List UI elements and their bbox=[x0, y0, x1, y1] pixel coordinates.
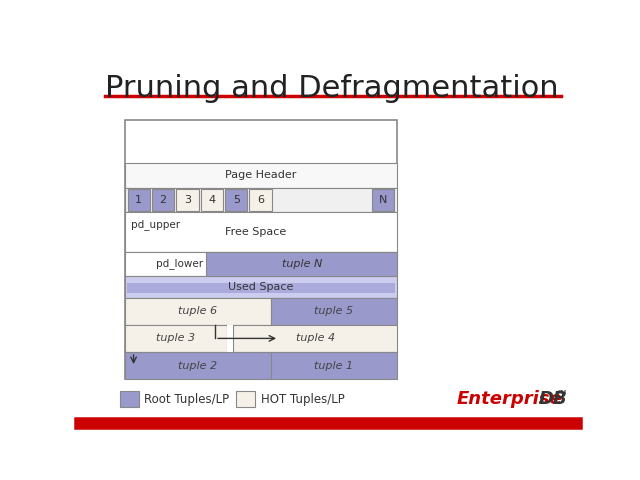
Text: Used Space: Used Space bbox=[228, 282, 294, 292]
FancyBboxPatch shape bbox=[372, 189, 394, 211]
FancyBboxPatch shape bbox=[120, 391, 138, 407]
FancyBboxPatch shape bbox=[125, 120, 397, 379]
Text: Free Space: Free Space bbox=[225, 228, 286, 237]
FancyBboxPatch shape bbox=[127, 189, 150, 211]
FancyBboxPatch shape bbox=[271, 298, 397, 325]
Text: Pruning and Defragmentation: Pruning and Defragmentation bbox=[105, 74, 559, 103]
Text: tuple N: tuple N bbox=[282, 259, 322, 269]
FancyBboxPatch shape bbox=[201, 189, 223, 211]
Text: tuple 1: tuple 1 bbox=[314, 360, 353, 371]
Text: 6: 6 bbox=[257, 195, 264, 205]
FancyBboxPatch shape bbox=[207, 252, 397, 276]
Text: tuple 3: tuple 3 bbox=[156, 334, 195, 343]
FancyBboxPatch shape bbox=[225, 189, 248, 211]
FancyBboxPatch shape bbox=[125, 212, 397, 252]
FancyBboxPatch shape bbox=[125, 298, 271, 325]
Text: N: N bbox=[379, 195, 387, 205]
FancyBboxPatch shape bbox=[125, 276, 397, 298]
FancyBboxPatch shape bbox=[125, 352, 271, 379]
Text: 3: 3 bbox=[184, 195, 191, 205]
Text: 4: 4 bbox=[208, 195, 216, 205]
FancyBboxPatch shape bbox=[125, 252, 397, 276]
FancyBboxPatch shape bbox=[236, 391, 255, 407]
FancyBboxPatch shape bbox=[152, 189, 174, 211]
Text: tuple 5: tuple 5 bbox=[314, 306, 353, 316]
Text: tuple 6: tuple 6 bbox=[178, 306, 217, 316]
Text: Enterprise: Enterprise bbox=[457, 390, 563, 408]
FancyBboxPatch shape bbox=[125, 163, 397, 188]
FancyBboxPatch shape bbox=[271, 352, 397, 379]
FancyBboxPatch shape bbox=[125, 188, 397, 212]
FancyBboxPatch shape bbox=[177, 189, 198, 211]
Text: DB: DB bbox=[539, 390, 568, 408]
FancyBboxPatch shape bbox=[250, 189, 272, 211]
FancyBboxPatch shape bbox=[125, 325, 227, 352]
Text: 2: 2 bbox=[159, 195, 166, 205]
Text: 5: 5 bbox=[233, 195, 240, 205]
Text: Root Tuples/LP: Root Tuples/LP bbox=[145, 393, 230, 406]
Text: tuple 4: tuple 4 bbox=[296, 334, 335, 343]
Text: tuple 2: tuple 2 bbox=[178, 360, 217, 371]
Text: TM: TM bbox=[557, 390, 567, 396]
FancyBboxPatch shape bbox=[233, 325, 397, 352]
FancyBboxPatch shape bbox=[127, 283, 395, 293]
Text: HOT Tuples/LP: HOT Tuples/LP bbox=[261, 393, 345, 406]
Text: 1: 1 bbox=[135, 195, 142, 205]
Text: pd_lower: pd_lower bbox=[156, 259, 203, 269]
Text: pd_upper: pd_upper bbox=[131, 219, 180, 230]
Text: Page Header: Page Header bbox=[225, 170, 297, 180]
FancyBboxPatch shape bbox=[227, 325, 233, 352]
